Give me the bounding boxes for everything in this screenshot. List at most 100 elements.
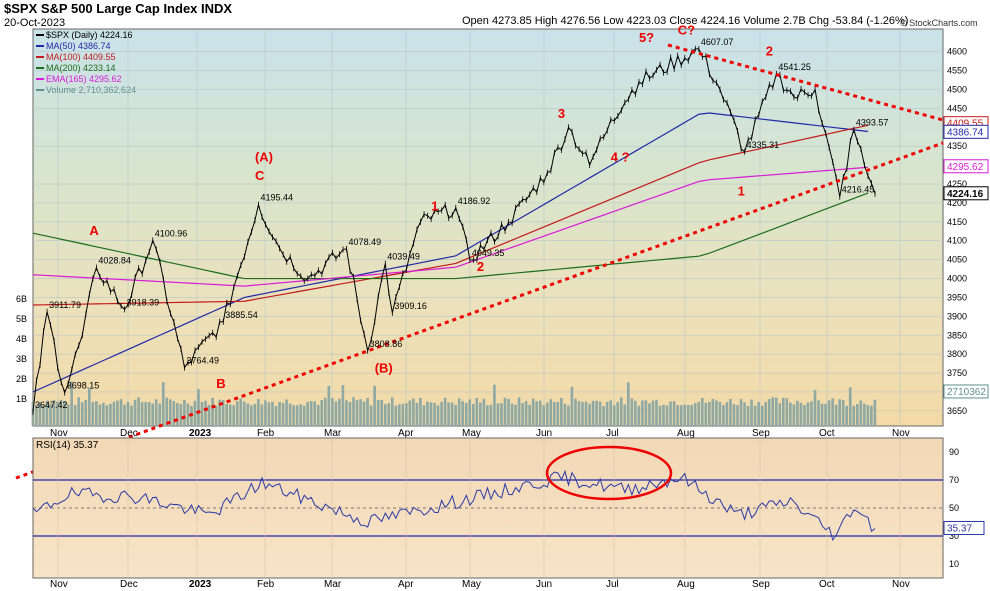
volume-tick-label: 2B	[16, 374, 27, 384]
volume-bar	[810, 401, 813, 426]
volume-bar	[186, 403, 190, 426]
price-tick-label: 4000	[947, 274, 967, 284]
volume-bar	[274, 405, 278, 426]
volume-bar	[609, 400, 612, 426]
rsi-month-axis: Nov Dec 2023 Feb Mar Apr May Jun Jul Aug Sep Oct Nov	[50, 579, 910, 590]
volume-tick-label: 6B	[16, 294, 27, 304]
month-label: Aug	[677, 428, 695, 439]
volume-bar	[433, 403, 436, 426]
volume-bar	[855, 403, 859, 426]
volume-bar	[475, 398, 479, 426]
volume-bar	[172, 401, 176, 426]
volume-bar	[309, 401, 313, 426]
volume-bar	[278, 401, 281, 426]
rsi-highlight-ellipse	[545, 445, 673, 501]
volume-bar	[327, 385, 331, 426]
volume-bar	[419, 397, 422, 426]
rsi-series	[32, 469, 876, 542]
volume-bar	[750, 399, 753, 426]
volume-bar	[545, 402, 549, 426]
volume-bar	[338, 398, 341, 426]
volume-bar	[457, 398, 461, 426]
volume-bar	[708, 401, 711, 426]
month-label: Oct	[819, 579, 835, 590]
volume-bar	[52, 400, 56, 426]
volume-bars	[31, 381, 877, 426]
volume-bar	[408, 400, 412, 426]
volume-bar	[102, 402, 105, 426]
price-tick-label: 3950	[947, 292, 967, 302]
price-tick-label: 4600	[947, 47, 967, 57]
volume-bar	[799, 402, 803, 426]
month-label: Sep	[752, 579, 770, 590]
volume-bar	[98, 404, 102, 426]
month-label: May	[462, 428, 481, 439]
price-tick-label: 3650	[947, 406, 967, 416]
volume-bar	[729, 398, 732, 426]
volume-bar	[602, 405, 605, 426]
copyright: © StockCharts.com	[900, 18, 978, 28]
volume-bar	[489, 404, 493, 426]
volume-bar	[38, 402, 42, 426]
volume-bar	[743, 402, 746, 426]
rsi-tick-label: 70	[949, 475, 959, 485]
volume-bar	[59, 399, 63, 426]
volume-bar	[820, 403, 824, 426]
volume-bar	[845, 405, 849, 426]
month-label: Apr	[398, 579, 414, 590]
volume-bar	[239, 398, 243, 426]
volume-bar	[767, 399, 771, 426]
volume-bar	[292, 405, 295, 426]
volume-bar	[42, 405, 45, 426]
volume-bar	[746, 405, 750, 426]
price-tag-box	[943, 186, 989, 201]
volume-bar	[468, 399, 472, 426]
price-axis: 4600 4550 4500 4450 4350 4250 4200 4150 4100 4050…	[943, 47, 989, 416]
volume-bar	[834, 404, 838, 426]
wave-label: 5?	[639, 30, 654, 45]
volume-bar	[77, 397, 80, 426]
volume-bar	[362, 401, 366, 426]
volume-bar	[813, 389, 817, 426]
volume-bar	[704, 402, 708, 426]
price-tag: 2710362	[947, 387, 986, 398]
volume-bar	[641, 400, 644, 426]
volume-bar	[665, 405, 669, 426]
volume-bar	[471, 403, 475, 426]
volume-bar	[567, 405, 570, 426]
volume-bar	[482, 398, 486, 426]
volume-bar	[151, 403, 154, 426]
legend-entry: MA(100) 4409.55	[46, 52, 116, 62]
price-tag: 4386.74	[947, 127, 984, 138]
volume-bar	[736, 405, 739, 426]
price-annotation: 3698.15	[67, 381, 100, 391]
volume-bar	[299, 404, 302, 426]
volume-bar	[359, 399, 362, 426]
volume-bar	[355, 400, 359, 426]
month-label: Jul	[606, 579, 619, 590]
volume-bar	[422, 405, 426, 426]
volume-bar	[66, 404, 70, 426]
volume-bar	[73, 404, 77, 426]
volume-bar	[373, 385, 376, 426]
price-tick-label: 4200	[947, 198, 967, 208]
price-tick-label: 3850	[947, 330, 967, 340]
price-annotation: 4195.44	[260, 193, 293, 203]
volume-bar	[306, 402, 309, 426]
volume-bar	[732, 404, 736, 426]
volume-bar	[426, 401, 429, 426]
volume-bar	[803, 405, 806, 426]
volume-bar	[672, 401, 676, 426]
volume-bar	[401, 403, 405, 426]
volume-bar	[147, 401, 151, 426]
volume-bar	[461, 401, 465, 426]
volume-bar	[722, 405, 725, 426]
volume-bar	[679, 405, 683, 426]
volume-bar	[158, 403, 162, 426]
volume-bar	[693, 403, 697, 426]
volume-bar	[634, 400, 637, 426]
rsi-panel	[32, 437, 944, 579]
volume-bar	[95, 401, 98, 426]
volume-bar	[130, 405, 133, 426]
